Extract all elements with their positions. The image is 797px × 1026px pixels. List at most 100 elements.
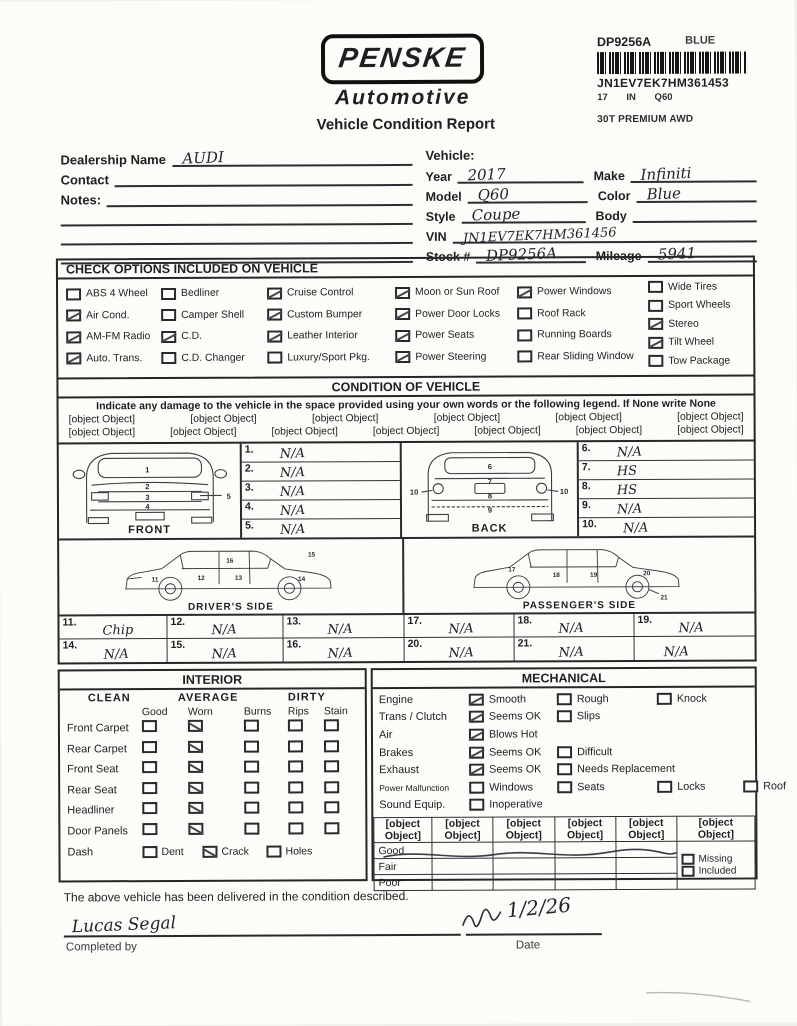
option-checkbox[interactable] xyxy=(66,309,82,322)
spare-checkbox[interactable] xyxy=(681,853,695,865)
interior-checkbox-good[interactable] xyxy=(142,781,158,794)
option-checkbox[interactable] xyxy=(267,351,283,364)
option-checkbox[interactable] xyxy=(647,280,664,293)
damage-grid-cell[interactable]: 16. N/A xyxy=(283,637,405,662)
option-checkbox[interactable] xyxy=(395,286,411,299)
interior-checkbox-rips[interactable] xyxy=(288,760,304,773)
interior-checkbox-worn[interactable] xyxy=(187,740,204,753)
interior-checkbox-rips[interactable] xyxy=(287,719,303,732)
option-checkbox[interactable] xyxy=(66,352,82,365)
interior-checkbox-worn[interactable] xyxy=(188,802,204,815)
vin-field[interactable]: JN1EV7EK7HM361456 xyxy=(452,224,757,246)
interior-checkbox-rips[interactable] xyxy=(287,740,304,753)
mechanical-checkbox[interactable] xyxy=(656,692,672,705)
damage-line[interactable]: 10. N/A xyxy=(579,517,754,536)
interior-checkbox-good[interactable] xyxy=(142,802,158,815)
interior-checkbox-stain[interactable] xyxy=(324,760,340,773)
damage-grid-cell[interactable]: 13. N/A xyxy=(283,614,405,639)
dealership-name-field[interactable]: AUDI xyxy=(171,147,413,168)
mechanical-checkbox[interactable] xyxy=(469,746,485,759)
mechanical-checkbox[interactable] xyxy=(657,780,673,793)
damage-line[interactable]: 8. HS xyxy=(578,479,754,500)
mechanical-checkbox[interactable] xyxy=(468,728,484,741)
option-checkbox[interactable] xyxy=(517,307,533,320)
model-field[interactable]: Q60 xyxy=(467,185,588,204)
mechanical-checkbox[interactable] xyxy=(557,781,573,794)
damage-line[interactable]: 6. N/A xyxy=(578,441,754,462)
option-checkbox[interactable] xyxy=(517,329,533,342)
interior-checkbox-burns[interactable] xyxy=(244,801,260,814)
damage-line[interactable]: 2. N/A xyxy=(241,461,400,482)
dash-checkbox[interactable] xyxy=(202,845,218,858)
option-checkbox[interactable] xyxy=(267,330,283,343)
mechanical-checkbox[interactable] xyxy=(469,781,485,794)
notes-field-line2[interactable] xyxy=(60,205,413,227)
mechanical-checkbox[interactable] xyxy=(468,693,484,706)
mechanical-checkbox[interactable] xyxy=(557,763,573,776)
damage-grid-cell[interactable]: 15. N/A xyxy=(167,638,284,662)
option-checkbox[interactable] xyxy=(648,354,664,367)
interior-checkbox-rips[interactable] xyxy=(288,801,304,814)
option-checkbox[interactable] xyxy=(267,308,283,321)
interior-checkbox-good[interactable] xyxy=(141,740,158,753)
interior-checkbox-worn[interactable] xyxy=(188,781,204,794)
option-checkbox[interactable] xyxy=(395,329,411,342)
interior-checkbox-burns[interactable] xyxy=(243,719,259,732)
damage-grid-cell[interactable]: N/A xyxy=(635,636,755,660)
contact-field[interactable] xyxy=(114,167,413,188)
interior-checkbox-burns[interactable] xyxy=(244,822,260,835)
notes-field-line3[interactable] xyxy=(60,224,413,246)
damage-grid-cell[interactable]: 12. N/A xyxy=(167,615,284,640)
body-field[interactable] xyxy=(632,204,757,223)
tire-poor-rf[interactable] xyxy=(432,874,494,891)
notes-field-line1[interactable] xyxy=(107,187,413,208)
mechanical-checkbox[interactable] xyxy=(468,711,484,724)
interior-checkbox-good[interactable] xyxy=(142,822,158,835)
option-checkbox[interactable] xyxy=(648,299,664,312)
interior-checkbox-stain[interactable] xyxy=(324,801,340,814)
damage-grid-cell[interactable]: 18. N/A xyxy=(514,613,635,638)
option-checkbox[interactable] xyxy=(161,287,177,300)
damage-grid-cell[interactable]: 19. N/A xyxy=(634,613,755,637)
interior-checkbox-burns[interactable] xyxy=(244,781,260,794)
interior-checkbox-good[interactable] xyxy=(141,720,157,733)
mechanical-checkbox[interactable] xyxy=(469,763,485,776)
interior-checkbox-rips[interactable] xyxy=(288,822,304,835)
tire-poor-rr[interactable] xyxy=(554,873,616,890)
damage-grid-cell[interactable]: 11. Chip xyxy=(59,616,168,640)
make-field[interactable]: Infiniti xyxy=(630,164,757,184)
mechanical-checkbox[interactable] xyxy=(556,710,572,723)
spare-checkbox[interactable] xyxy=(681,865,695,877)
option-checkbox[interactable] xyxy=(517,350,533,363)
option-checkbox[interactable] xyxy=(648,336,664,349)
interior-checkbox-stain[interactable] xyxy=(324,781,340,794)
option-checkbox[interactable] xyxy=(161,352,177,365)
year-field[interactable]: 2017 xyxy=(457,165,584,184)
color-field[interactable]: Blue xyxy=(636,184,757,204)
dash-checkbox[interactable] xyxy=(142,846,158,859)
style-field[interactable]: Coupe xyxy=(461,205,586,225)
tire-poor-lr[interactable] xyxy=(615,873,678,890)
date-field[interactable] xyxy=(465,915,602,936)
mechanical-checkbox[interactable] xyxy=(556,693,572,706)
damage-line[interactable]: 9. N/A xyxy=(578,498,755,519)
option-checkbox[interactable] xyxy=(267,287,283,300)
mechanical-checkbox[interactable] xyxy=(469,798,485,812)
damage-line[interactable]: 4. N/A xyxy=(241,499,401,520)
interior-checkbox-worn[interactable] xyxy=(188,761,204,774)
damage-line[interactable]: 7. HS xyxy=(578,460,754,481)
interior-checkbox-rips[interactable] xyxy=(288,781,304,794)
damage-line[interactable]: 3. N/A xyxy=(241,480,400,501)
interior-checkbox-worn[interactable] xyxy=(188,822,204,835)
interior-checkbox-burns[interactable] xyxy=(244,760,260,773)
tire-poor-lf[interactable] xyxy=(493,873,555,891)
option-checkbox[interactable] xyxy=(395,351,411,364)
option-checkbox[interactable] xyxy=(161,309,177,322)
option-checkbox[interactable] xyxy=(66,288,82,301)
interior-checkbox-burns[interactable] xyxy=(243,740,260,753)
option-checkbox[interactable] xyxy=(66,331,82,344)
damage-grid-cell[interactable]: 20. N/A xyxy=(404,637,515,661)
option-checkbox[interactable] xyxy=(648,317,664,330)
dash-checkbox[interactable] xyxy=(266,845,282,858)
option-checkbox[interactable] xyxy=(395,308,411,321)
